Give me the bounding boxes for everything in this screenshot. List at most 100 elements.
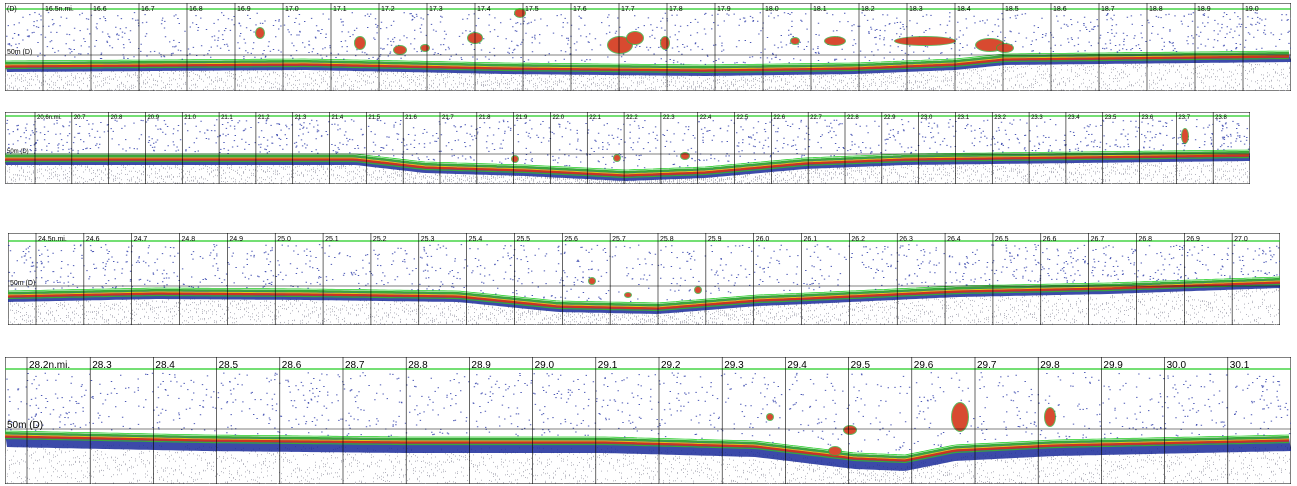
distance-label: 25.2 [373,236,387,243]
distance-label: 21.1 [221,115,233,121]
distance-label: 17.4 [477,6,491,13]
distance-label: 17.0 [285,6,299,13]
distance-label: 29.3 [724,360,744,371]
fish-school-core [825,37,845,45]
distance-label: 20.9 [147,115,159,121]
fish-school-core [661,37,669,49]
depth-label: 50m (D) [7,49,32,56]
fish-school-core [844,426,856,434]
distance-label: 22.7 [810,115,822,121]
echogram-strip-1: 16.5n.mi. 16.6 16.7 16.8 16.9 17.0 17.1 17.2 17.… [5,3,1291,91]
fish-school-core [512,156,518,162]
distance-label: 17.2 [381,6,395,13]
echogram-strip-3: 24.5n.mi. 24.6 24.7 24.8 24.9 25.0 25.1 25.2 25.… [8,233,1280,325]
distance-label: 24.9 [229,236,243,243]
fish-schools [511,128,1189,163]
fish-school-core [515,9,525,17]
echogram-strip-4: 28.2n.mi. 28.3 28.4 28.5 28.6 28.7 28.8 28.9 29.… [5,357,1291,484]
distance-label: 25.8 [660,236,674,243]
distance-label: 22.6 [773,115,785,121]
distance-label: 21.5 [368,115,380,121]
distance-label: 17.3 [429,6,443,13]
distance-label: 28.5 [219,360,239,371]
distance-label: 23.3 [1031,115,1043,121]
distance-label: 18.6 [1053,6,1067,13]
distance-label: 26.0 [756,236,770,243]
distance-label: 18.7 [1101,6,1115,13]
distance-label: 29.8 [1040,360,1060,371]
distance-label: 16.8 [189,6,203,13]
fish-schools [588,277,702,298]
depth-label: 50m (D) [10,280,35,287]
distance-label: 28.9 [471,360,491,371]
distance-labels: 24.5n.mi. 24.6 24.7 24.8 24.9 25.0 25.1 25.2 25.… [38,236,1248,243]
distance-label: 23.6 [1142,115,1154,121]
distance-label: 24.6 [86,236,100,243]
echogram-strip-3-svg: 24.5n.mi. 24.6 24.7 24.8 24.9 25.0 25.1 25.2 25.… [8,233,1280,325]
distance-label: 16.5n.mi. [45,6,74,13]
fish-schools [766,402,1056,456]
distance-label: 17.1 [333,6,347,13]
echogram-strip-1-svg: 16.5n.mi. 16.6 16.7 16.8 16.9 17.0 17.1 17.2 17.… [5,3,1291,91]
fish-schools [255,8,1014,55]
distance-label: 25.0 [277,236,291,243]
distance-label: 18.8 [1149,6,1163,13]
fish-school-core [256,28,264,38]
fish-school-core [695,287,701,293]
distance-label: 30.0 [1167,360,1187,371]
distance-label: 26.6 [1043,236,1057,243]
distance-label: 23.5 [1105,115,1117,121]
distance-label: 23.7 [1178,115,1190,121]
seabed-band [5,50,1291,76]
distance-label: 22.1 [589,115,601,121]
distance-label: 22.2 [626,115,638,121]
panel-label: (D) [7,6,17,13]
fish-school-core [627,32,643,44]
distance-label: 18.0 [765,6,779,13]
distance-label: 16.7 [141,6,155,13]
distance-label: 23.2 [994,115,1006,121]
fish-school-core [767,414,773,420]
fish-school-core [681,153,689,159]
distance-label: 17.9 [717,6,731,13]
distance-label: 29.7 [977,360,997,371]
distance-label: 21.2 [258,115,270,121]
distance-label: 21.4 [332,115,344,121]
distance-label: 17.7 [621,6,635,13]
distance-label: 24.8 [182,236,196,243]
sub-bottom-noise [5,61,1290,91]
distance-label: 28.3 [92,360,112,371]
distance-label: 19.0 [1245,6,1259,13]
strip-frame [5,3,1291,91]
distance-label: 29.9 [1103,360,1123,371]
fish-school-core [997,44,1013,52]
distance-label: 26.3 [899,236,913,243]
distance-label: 29.1 [598,360,618,371]
distance-label: 16.9 [237,6,251,13]
distance-label: 29.5 [851,360,871,371]
fish-school-core [394,46,406,54]
echogram-strip-4-svg: 28.2n.mi. 28.3 28.4 28.5 28.6 28.7 28.8 28.9 29.… [5,357,1291,484]
distance-label: 26.2 [851,236,865,243]
distance-label: 21.3 [295,115,307,121]
distance-label: 17.8 [669,6,683,13]
distance-label: 22.3 [663,115,675,121]
distance-label: 26.1 [804,236,818,243]
distance-labels: 16.5n.mi. 16.6 16.7 16.8 16.9 17.0 17.1 17.2 17.… [45,6,1259,13]
distance-label: 21.0 [184,115,196,121]
fish-school-core [608,37,632,53]
distance-label: 25.7 [612,236,626,243]
distance-label: 20.7 [74,115,86,121]
distance-labels: 20.6n.mi. 20.7 20.8 20.9 21.0 21.1 21.2 21.3 21.… [37,115,1228,121]
distance-label: 28.6 [282,360,302,371]
distance-label: 18.9 [1197,6,1211,13]
distance-label: 30.1 [1230,360,1250,371]
distance-label: 20.8 [111,115,123,121]
seabed-band [5,149,1250,181]
fish-school-core [614,155,620,161]
fish-school-core [952,403,968,431]
strip-frame [5,357,1291,484]
depth-label: 50m (D) [7,420,43,431]
fish-school-core [589,278,595,284]
depth-label: 50m (D) [7,149,29,155]
